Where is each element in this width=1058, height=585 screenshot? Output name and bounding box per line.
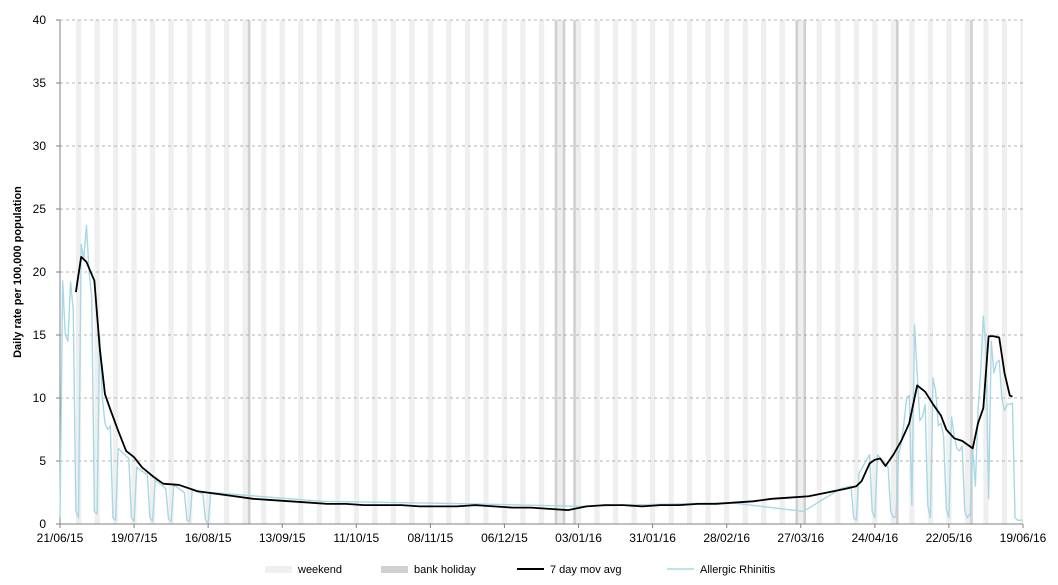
legend-allergic-rhinitis-label: Allergic Rhinitis (700, 564, 776, 576)
bank-holiday-band (573, 20, 576, 524)
weekend-band (390, 20, 396, 524)
weekend-band (687, 20, 693, 524)
x-tick-label: 22/05/16 (926, 531, 973, 545)
weekend-band (483, 20, 489, 524)
bank-holiday-band (562, 20, 566, 524)
y-axis-label: Daily rate per 100,000 population (12, 186, 24, 358)
x-tick-label: 08/11/15 (407, 531, 453, 545)
bank-holiday-band (970, 20, 973, 524)
x-tick-label: 03/01/16 (555, 531, 602, 545)
x-tick-label: 11/10/15 (333, 531, 379, 545)
weekend-band (224, 20, 230, 524)
weekend-band (612, 20, 619, 524)
weekend-band (186, 20, 193, 524)
x-tick-label: 27/03/16 (777, 531, 824, 545)
legend-weekend-label: weekend (297, 564, 342, 576)
series-allergic-rhinitis (59, 224, 1023, 524)
weekend-band (872, 20, 878, 524)
legend-weekend-swatch (265, 566, 292, 573)
y-tick-label: 10 (33, 391, 47, 405)
gridlines (60, 19, 1023, 462)
y-tick-label: 15 (33, 328, 47, 342)
weekend-band (668, 20, 674, 524)
x-tick-label: 19/07/15 (111, 531, 158, 545)
weekend-band (909, 20, 915, 524)
weekend-band (261, 20, 267, 524)
y-tick-label: 0 (39, 517, 46, 531)
series-lines (59, 224, 1023, 524)
weekend-band (853, 20, 859, 524)
weekend-band (242, 20, 248, 524)
y-tick-label: 5 (39, 454, 46, 468)
weekend-band (168, 20, 174, 524)
x-tick-label: 16/08/15 (185, 531, 232, 545)
legend-bank-holiday-label: bank holiday (414, 564, 476, 576)
bank-holiday-band (795, 20, 799, 524)
x-tick-label: 19/06/16 (1000, 531, 1047, 545)
weekend-band (649, 20, 656, 524)
x-tick-label: 13/09/15 (259, 531, 306, 545)
weekend-band (427, 20, 434, 524)
y-tick-label: 20 (33, 265, 47, 279)
series-7-day-mov-avg (74, 255, 1013, 512)
weekend-band (816, 20, 822, 524)
weekend-band (205, 20, 211, 524)
y-tick-label: 25 (33, 202, 47, 216)
bank-holiday-band (896, 20, 899, 524)
legend-bank-holiday-swatch (381, 566, 408, 573)
x-tick-label: 06/12/15 (481, 531, 528, 545)
weekend-band (446, 20, 452, 524)
x-tick-label: 24/04/16 (851, 531, 898, 545)
weekend-band (890, 20, 897, 524)
tick-labels: 0 5 10 15 20 25 30 35 40 21/06/15 19/07/15 16/08/15… (33, 13, 1047, 545)
bank-holiday-band (554, 20, 558, 524)
legend-7-day-mov-avg-label: 7 day mov avg (550, 564, 622, 576)
weekend-band (835, 20, 841, 524)
x-tick-label: 31/01/16 (629, 531, 676, 545)
bank-holiday-band (247, 20, 251, 524)
weekend-band (594, 20, 600, 524)
y-tick-label: 30 (33, 139, 47, 153)
y-tick-label: 40 (33, 13, 47, 27)
x-tick-label: 21/06/15 (37, 531, 84, 545)
legend: weekend bank holiday 7 day mov avg Allergic… (265, 564, 776, 576)
weekend-band (464, 20, 471, 524)
weekend-band (409, 20, 415, 524)
x-tick-label: 28/02/16 (703, 531, 750, 545)
weekend-band (631, 20, 637, 524)
y-tick-label: 35 (33, 76, 47, 90)
